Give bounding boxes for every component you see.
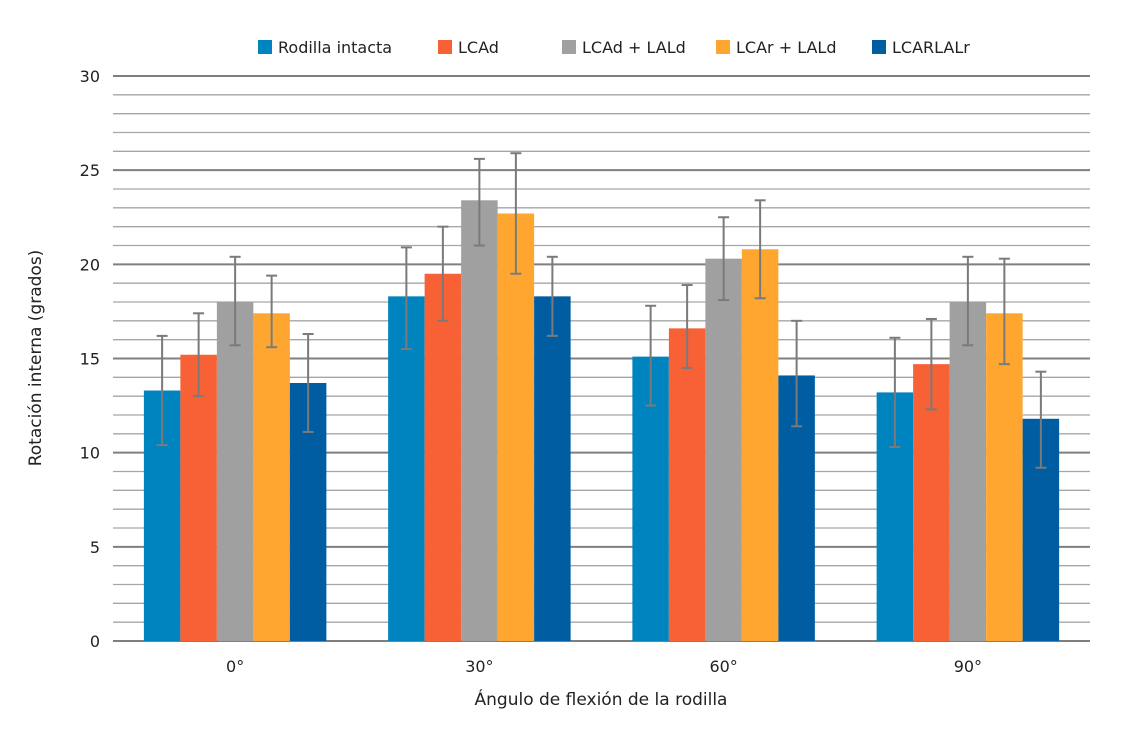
- x-axis-ticks: 0° 30° 60° 90°: [226, 657, 982, 676]
- error-bar: [754, 199, 766, 300]
- legend-label: LCARLALr: [892, 38, 970, 57]
- bar: [216, 302, 254, 641]
- legend-swatch: [438, 40, 452, 54]
- error-bar: [791, 319, 803, 428]
- x-axis-title: Ángulo de flexión de la rodilla: [475, 688, 728, 710]
- bar: [986, 313, 1023, 641]
- error-bar: [998, 257, 1010, 366]
- error-bar: [229, 255, 241, 347]
- bar: [705, 258, 742, 641]
- x-tick-label: 30°: [465, 657, 493, 676]
- x-tick-label: 0°: [226, 657, 244, 676]
- bar: [741, 249, 779, 641]
- error-bar: [546, 255, 558, 337]
- error-bar: [718, 216, 730, 302]
- legend-item: LCARLALr: [872, 38, 970, 57]
- legend-label: LCAr + LALd: [736, 38, 836, 57]
- legend-swatch: [872, 40, 886, 54]
- y-tick-label: 5: [90, 538, 100, 557]
- bar: [253, 313, 290, 641]
- bar: [949, 302, 987, 641]
- legend-item: LCAd + LALd: [562, 38, 686, 57]
- error-bar: [889, 336, 901, 449]
- error-bar: [681, 284, 693, 369]
- bar: [424, 273, 462, 641]
- legend-label: Rodilla intacta: [278, 38, 392, 57]
- y-tick-label: 10: [80, 444, 100, 463]
- legend-item: LCAd: [438, 38, 499, 57]
- error-bar: [645, 304, 657, 407]
- bar: [497, 213, 535, 641]
- error-bar: [1035, 370, 1047, 469]
- legend-label: LCAd + LALd: [582, 38, 686, 57]
- error-bar: [473, 157, 485, 247]
- x-tick-label: 90°: [954, 657, 982, 676]
- error-bar: [510, 152, 522, 275]
- y-tick-label: 0: [90, 632, 100, 651]
- bar: [180, 354, 217, 641]
- x-tick-label: 60°: [709, 657, 737, 676]
- error-bar: [962, 255, 974, 347]
- legend-label: LCAd: [458, 38, 499, 57]
- error-bar: [266, 274, 278, 349]
- bars: [143, 200, 1060, 642]
- y-tick-label: 25: [80, 161, 100, 180]
- y-tick-label: 15: [80, 350, 100, 369]
- bar: [461, 200, 498, 642]
- legend: Rodilla intacta LCAd LCAd + LALd LCAr + LAL…: [258, 38, 970, 57]
- error-bar: [400, 246, 412, 351]
- bar: [388, 296, 425, 641]
- y-axis-title: Rotación interna (grados): [26, 250, 46, 467]
- y-axis-ticks: 0 5 10 15 20 25 30: [80, 67, 100, 651]
- error-bars: [156, 152, 1047, 469]
- y-tick-label: 20: [80, 255, 100, 274]
- legend-swatch: [562, 40, 576, 54]
- error-bar: [925, 317, 937, 411]
- legend-item: LCAr + LALd: [716, 38, 836, 57]
- legend-swatch: [258, 40, 272, 54]
- y-tick-label: 30: [80, 67, 100, 86]
- error-bar: [156, 334, 168, 447]
- error-bar: [302, 333, 314, 433]
- error-bar: [437, 225, 449, 322]
- bar: [668, 328, 706, 641]
- legend-swatch: [716, 40, 730, 54]
- legend-item: Rodilla intacta: [258, 38, 392, 57]
- bar: [534, 296, 571, 641]
- error-bar: [193, 312, 205, 398]
